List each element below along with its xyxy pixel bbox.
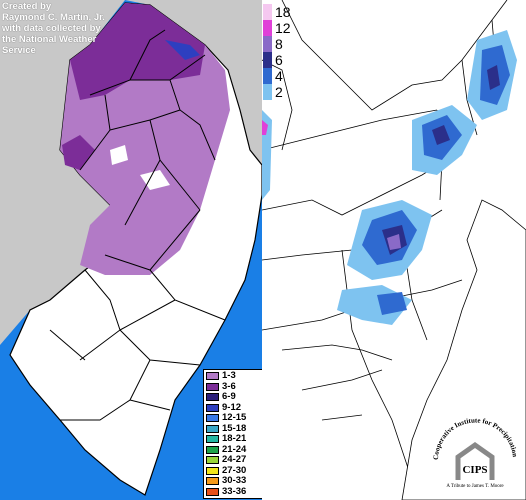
credit-line: Service — [2, 45, 36, 56]
regional-colorbar: 18 12 8 6 4 2 — [263, 4, 303, 100]
nj-snowfall-map — [0, 0, 262, 500]
legend-swatch — [206, 414, 219, 423]
colorbar-swatch — [263, 52, 272, 68]
legend-swatch — [206, 372, 219, 381]
precip-12in — [262, 120, 268, 135]
legend-swatch — [206, 435, 219, 444]
colorbar-entry: 18 — [263, 4, 303, 20]
colorbar-swatch — [263, 68, 272, 84]
legend-entry: 33-36 — [206, 485, 261, 498]
credit-line: the National Weather — [2, 34, 97, 45]
legend-swatch — [206, 466, 219, 475]
colorbar-entry: 2 — [263, 84, 303, 100]
colorbar-label: 8 — [275, 36, 283, 52]
colorbar-entry: 6 — [263, 52, 303, 68]
logo-abbr: CIPS — [462, 464, 487, 476]
legend-label: 3-6 — [222, 380, 236, 392]
legend-entry: 15-18 — [206, 422, 261, 435]
colorbar-swatch — [263, 20, 272, 36]
legend-label: 6-9 — [222, 391, 236, 403]
legend-label: 12-15 — [222, 412, 247, 424]
snow-9-12-patch — [165, 40, 200, 60]
county-lines — [49, 29, 226, 421]
arch-icon — [455, 441, 495, 480]
legend-entry: 21-24 — [206, 443, 261, 456]
legend-label: 33-36 — [222, 485, 247, 497]
legend-swatch — [206, 477, 219, 486]
colorbar-entry: 8 — [263, 36, 303, 52]
colorbar-label: 18 — [275, 4, 291, 20]
cips-logo: Cooperative Institute for Precipitation … — [428, 405, 520, 500]
logo-tribute: A Tribute to James T. Moore — [446, 484, 504, 489]
legend-entry: 9-12 — [206, 401, 261, 414]
legend-entry: 24-27 — [206, 455, 261, 466]
legend-entry: 1-3 — [206, 371, 261, 382]
surrounding-land — [0, 0, 262, 345]
low-snow-patch — [140, 170, 170, 190]
legend-label: 9-12 — [222, 401, 242, 413]
colorbar-label: 12 — [275, 20, 291, 36]
legend-entry: 6-9 — [206, 392, 261, 403]
legend-swatch — [206, 403, 219, 412]
colorbar-swatch — [263, 4, 272, 20]
legend-label: 1-3 — [222, 370, 236, 382]
credit-text: Created by Raymond C. Martin, Jr. with d… — [2, 1, 122, 56]
legend-entry: 18-21 — [206, 434, 261, 445]
legend-swatch — [206, 424, 219, 433]
precip-8in — [387, 234, 401, 250]
low-snow-patch — [110, 145, 128, 165]
legend-entry: 30-33 — [206, 476, 261, 487]
colorbar-label: 6 — [275, 52, 283, 68]
legend-label: 18-21 — [222, 433, 247, 445]
colorbar-swatch — [263, 36, 272, 52]
snow-3-6-patch — [62, 135, 95, 170]
colorbar-label: 2 — [275, 84, 283, 100]
colorbar-entry: 4 — [263, 68, 303, 84]
nj-snowfall-legend: 1-3 3-6 6-9 9-12 12-15 15-18 18-21 21-24… — [203, 369, 264, 499]
legend-swatch — [206, 393, 219, 402]
colorbar-entry: 12 — [263, 20, 303, 36]
snow-3-6-region — [70, 3, 205, 100]
credit-line: Created by — [2, 1, 52, 12]
legend-swatch — [206, 382, 219, 391]
legend-entry: 12-15 — [206, 413, 261, 424]
legend-label: 24-27 — [222, 454, 247, 466]
legend-label: 27-30 — [222, 464, 247, 476]
legend-entry: 3-6 — [206, 380, 261, 393]
legend-label: 30-33 — [222, 475, 247, 487]
legend-label: 15-18 — [222, 422, 247, 434]
credit-line: Raymond C. Martin, Jr. — [2, 12, 105, 23]
colorbar-label: 4 — [275, 68, 283, 84]
legend-entry: 27-30 — [206, 464, 261, 477]
colorbar-swatch — [263, 84, 272, 100]
legend-swatch — [206, 456, 219, 465]
legend-label: 21-24 — [222, 443, 247, 455]
legend-swatch — [206, 445, 219, 454]
credit-line: with data collected by — [2, 23, 101, 34]
legend-swatch — [206, 487, 219, 496]
